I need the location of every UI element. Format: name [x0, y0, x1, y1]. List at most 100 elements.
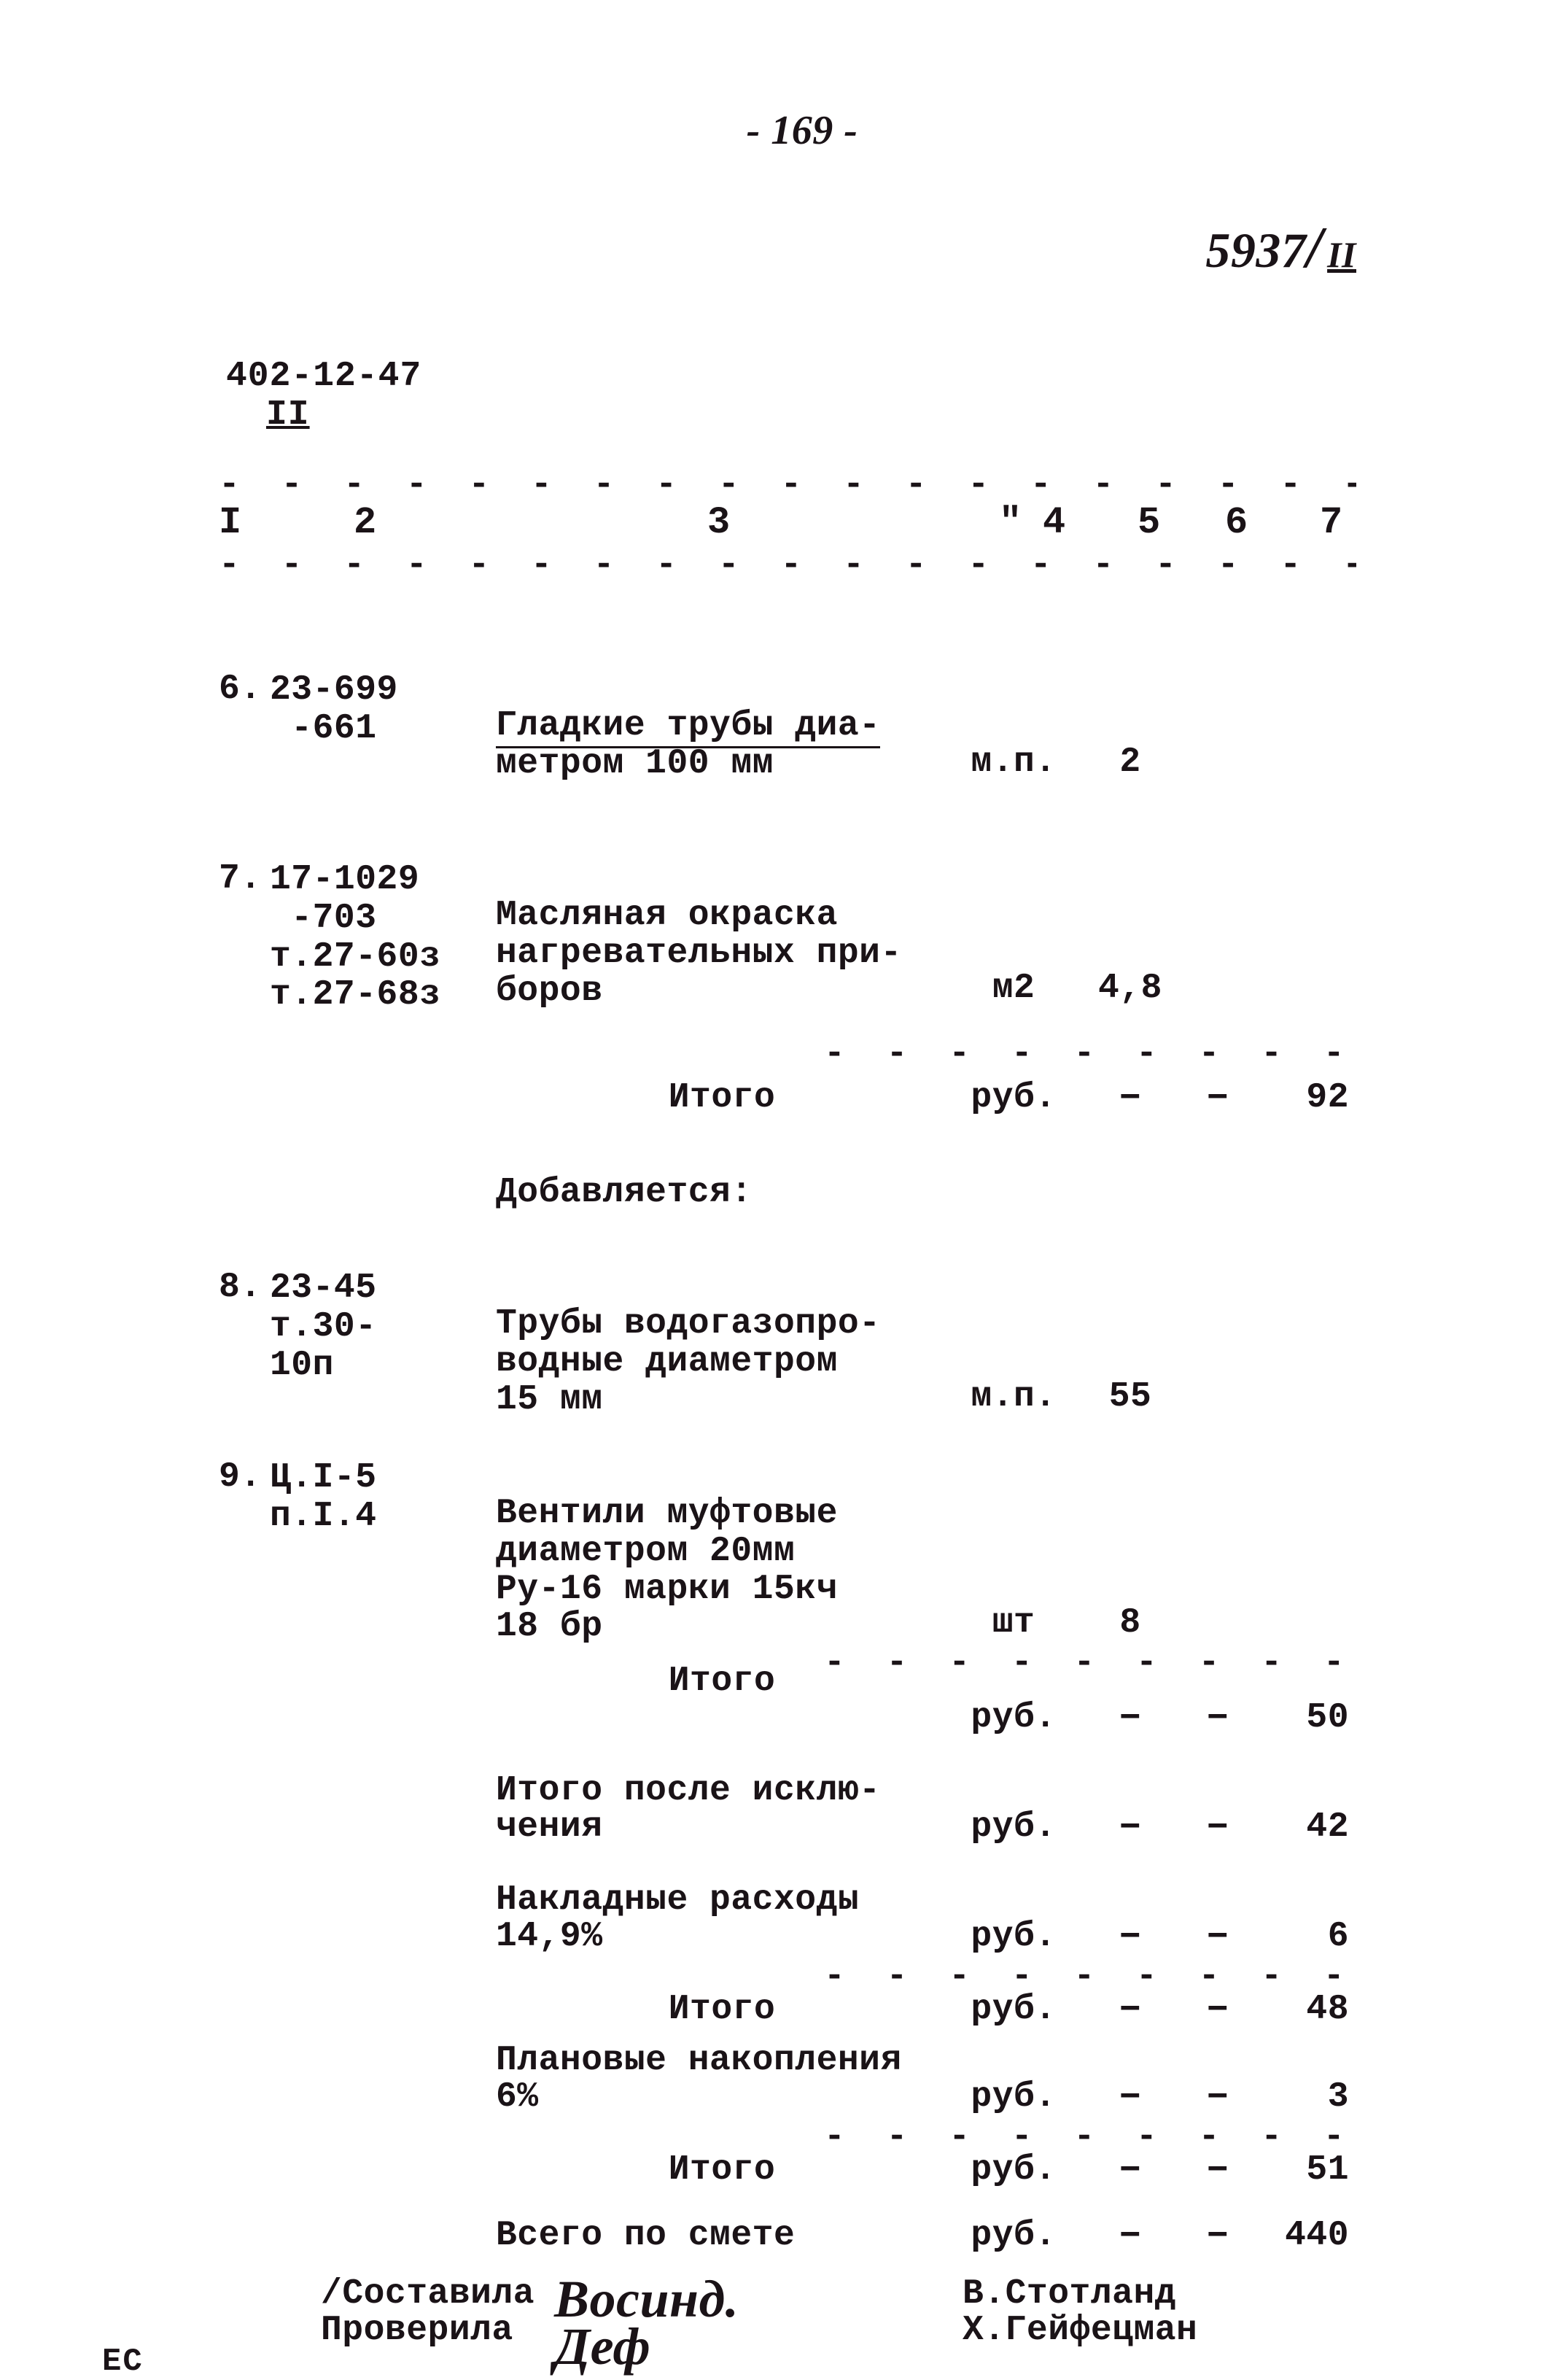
row6-val: 2 — [1079, 744, 1181, 780]
planned-v2: – — [1189, 2079, 1247, 2112]
overhead-label: Накладные расходы 14,9% — [496, 1882, 948, 1955]
subtotal3-label: Итого — [496, 1991, 948, 2028]
grand-label: Всего по смете — [496, 2217, 948, 2254]
row6-desc-l1: Гладкие трубы диа- — [496, 706, 880, 748]
docnum-left-line1: 402-12-47 — [226, 357, 421, 396]
row6-num: 6. — [219, 671, 270, 708]
subtotal2-v1: – — [1079, 1699, 1181, 1732]
row9-desc-l4: 18 бр — [496, 1608, 948, 1646]
checked-label: Проверила — [321, 2312, 540, 2349]
header-rule-top: - - - - - - - - - - - - - - - - - - - - … — [219, 467, 1356, 503]
overhead-unit: руб. — [955, 1918, 1072, 1955]
document-number-top: 5937/II — [1205, 219, 1356, 277]
after-excl-unit: руб. — [955, 1809, 1072, 1845]
row7-desc: Масляная окраска нагревательных при- бор… — [496, 897, 948, 1010]
row8-desc-l1: Трубы водогазопро- — [496, 1306, 948, 1344]
after-excl-l2: чения — [496, 1809, 948, 1845]
row8-desc-l2: водные диаметром — [496, 1344, 948, 1381]
signature-names: В.Стотланд Х.Гейфецман — [963, 2276, 1327, 2349]
subtotal4-unit: руб. — [955, 2152, 1072, 2188]
row8-unit: м.п. — [955, 1379, 1072, 1415]
row8-val: 55 — [1079, 1379, 1181, 1415]
after-excl-v3: 42 — [1261, 1809, 1349, 1845]
signature-labels: /Составила Проверила — [321, 2276, 540, 2349]
overhead-v3: 6 — [1261, 1918, 1349, 1955]
after-excl-v1: – — [1079, 1809, 1181, 1842]
overhead-l2: 14,9% — [496, 1918, 948, 1955]
after-excl-label: Итого после исклю- чения — [496, 1772, 948, 1846]
col-4-pre: " — [999, 503, 1022, 543]
row7-code: 17-1029 -703 т.27-60з т.27-68з — [270, 861, 489, 1015]
row7-val: 4,8 — [1079, 970, 1181, 1007]
subtotal2-unit: руб. — [955, 1699, 1072, 1736]
subtotal2-label: Итого — [496, 1663, 948, 1699]
after-excl-l1: Итого после исклю- — [496, 1772, 948, 1809]
row9-val: 8 — [1079, 1605, 1181, 1641]
planned-v3: 3 — [1261, 2079, 1349, 2115]
subtotal3-v3: 48 — [1261, 1991, 1349, 2028]
row8-num: 8. — [219, 1269, 270, 1306]
signature-2: Деф — [554, 2323, 846, 2371]
after-excl-v2: – — [1189, 1809, 1247, 1842]
planned-l1: Плановые накопления — [496, 2042, 948, 2079]
subtotal1-v3: 92 — [1261, 1079, 1349, 1116]
row9-desc-l3: Ру-16 марки 15кч — [496, 1571, 948, 1609]
subtotal4-v1: – — [1079, 2152, 1181, 2185]
row9-unit: шт — [955, 1605, 1072, 1641]
subtotal2-v3: 50 — [1261, 1699, 1349, 1736]
col-7-header: 7 — [1320, 503, 1343, 543]
subtotal1-rule: - - - - - - - - - - - - - — [824, 1036, 1356, 1072]
col-2-header: 2 — [354, 503, 377, 543]
col-1-header: I — [219, 503, 242, 543]
docnum-top-main: 5937 — [1205, 222, 1306, 278]
added-section-label: Добавляется: — [496, 1174, 948, 1211]
subtotal1-v2: – — [1189, 1079, 1247, 1112]
subtotal3-v1: – — [1079, 1991, 1181, 2024]
row6-unit: м.п. — [955, 744, 1072, 780]
header-rule-bottom: - - - - - - - - - - - - - - - - - - - - … — [219, 547, 1356, 584]
grand-unit: руб. — [955, 2217, 1072, 2254]
col-5-header: 5 — [1138, 503, 1161, 543]
subtotal4-v2: – — [1189, 2152, 1247, 2185]
col-4-header: 4 — [1043, 503, 1066, 543]
docnum-top-sub: II — [1327, 234, 1356, 275]
row6-desc: Гладкие трубы диа- метром 100 мм — [496, 708, 948, 783]
row9-num: 9. — [219, 1459, 270, 1495]
row9-desc-l2: диаметром 20мм — [496, 1533, 948, 1571]
row6-code: 23-699 -661 — [270, 671, 489, 748]
bottom-left-mark: ЕС — [102, 2345, 144, 2379]
grand-v2: – — [1189, 2217, 1247, 2250]
overhead-l1: Накладные расходы — [496, 1882, 948, 1918]
col-3-header: 3 — [707, 503, 731, 543]
row9-desc-l1: Вентили муфтовые — [496, 1495, 948, 1533]
planned-label: Плановые накопления 6% — [496, 2042, 948, 2116]
row8-code: 23-45 т.30- 10п — [270, 1269, 489, 1384]
subtotal3-rule: - - - - - - - - - - - - - — [824, 1958, 1356, 1995]
subtotal4-v3: 51 — [1261, 2152, 1349, 2188]
signature-handwriting: Восинд. Деф — [554, 2276, 846, 2371]
grand-v1: – — [1079, 2217, 1181, 2250]
row7-desc-l1: Масляная окраска — [496, 897, 948, 935]
row9-desc: Вентили муфтовые диаметром 20мм Ру-16 ма… — [496, 1495, 948, 1646]
signature-name-1: В.Стотланд — [963, 2276, 1327, 2312]
signature-name-2: Х.Гейфецман — [963, 2312, 1327, 2349]
planned-unit: руб. — [955, 2079, 1072, 2115]
subtotal3-unit: руб. — [955, 1991, 1072, 2028]
row8-desc-l3: 15 мм — [496, 1381, 948, 1419]
row7-num: 7. — [219, 861, 270, 897]
subtotal4-rule: - - - - - - - - - - - - - — [824, 2119, 1356, 2155]
subtotal1-label: Итого — [496, 1079, 948, 1116]
planned-l2: 6% — [496, 2079, 948, 2115]
document-number-left: 402-12-47 II — [226, 357, 421, 435]
signature-1: Восинд. — [554, 2276, 846, 2323]
docnum-left-line2: II — [266, 396, 310, 435]
row7-desc-l3: боров — [496, 973, 948, 1011]
subtotal2-v2: – — [1189, 1699, 1247, 1732]
subtotal1-unit: руб. — [955, 1079, 1072, 1116]
overhead-v2: – — [1189, 1918, 1247, 1951]
row6-desc-l2: метром 100 мм — [496, 745, 948, 783]
overhead-v1: – — [1079, 1918, 1181, 1951]
row7-desc-l2: нагревательных при- — [496, 935, 948, 973]
subtotal3-v2: – — [1189, 1991, 1247, 2024]
col-6-header: 6 — [1225, 503, 1248, 543]
